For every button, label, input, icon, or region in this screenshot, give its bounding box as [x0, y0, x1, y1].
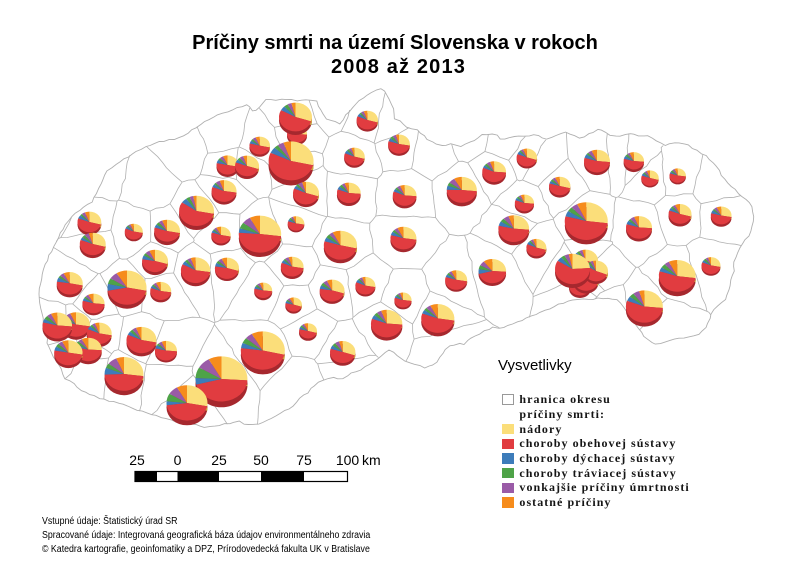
svg-text:75: 75 [296, 452, 312, 468]
svg-text:100: 100 [336, 452, 360, 468]
svg-text:0: 0 [174, 452, 182, 468]
svg-text:25: 25 [129, 452, 145, 468]
svg-text:50: 50 [253, 452, 269, 468]
svg-text:km: km [362, 452, 381, 468]
svg-text:25: 25 [211, 452, 227, 468]
